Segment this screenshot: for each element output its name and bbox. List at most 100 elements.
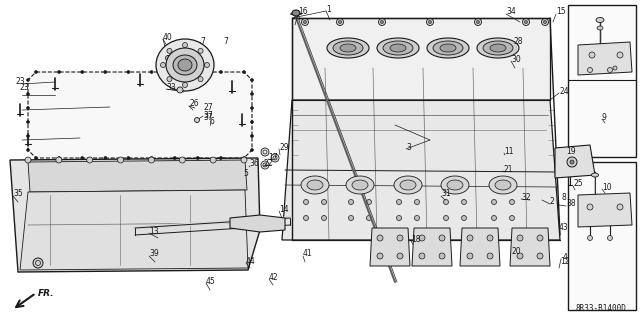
Circle shape (35, 70, 38, 73)
Text: 39: 39 (149, 249, 159, 258)
Circle shape (150, 157, 153, 160)
Circle shape (487, 235, 493, 241)
Circle shape (86, 157, 93, 163)
Circle shape (617, 204, 623, 210)
Text: 11: 11 (504, 146, 513, 155)
Text: 8: 8 (562, 192, 567, 202)
Polygon shape (412, 228, 452, 266)
Ellipse shape (489, 176, 517, 194)
Text: 9: 9 (602, 113, 607, 122)
Polygon shape (460, 228, 500, 266)
Circle shape (397, 235, 403, 241)
Circle shape (617, 52, 623, 58)
Circle shape (220, 70, 222, 73)
Circle shape (587, 204, 593, 210)
Circle shape (367, 216, 371, 220)
Circle shape (250, 93, 253, 95)
Text: 15: 15 (556, 8, 566, 17)
Circle shape (104, 157, 107, 160)
Ellipse shape (490, 44, 506, 52)
Bar (439, 195, 471, 225)
Circle shape (613, 66, 617, 70)
Circle shape (26, 93, 29, 95)
Text: 34: 34 (506, 8, 516, 17)
Bar (299, 195, 331, 225)
Text: 27: 27 (203, 102, 212, 112)
Circle shape (349, 216, 353, 220)
Circle shape (477, 20, 479, 24)
Text: 30: 30 (511, 55, 521, 63)
Ellipse shape (447, 180, 463, 190)
Ellipse shape (327, 38, 369, 58)
Text: 38: 38 (566, 199, 575, 209)
Circle shape (271, 154, 279, 162)
Circle shape (250, 107, 253, 109)
Text: 14: 14 (279, 204, 289, 213)
Circle shape (150, 70, 153, 73)
Ellipse shape (477, 38, 519, 58)
Text: 20: 20 (511, 247, 520, 256)
Circle shape (509, 199, 515, 204)
Polygon shape (10, 158, 260, 272)
Circle shape (303, 216, 308, 220)
Circle shape (339, 20, 342, 24)
Circle shape (182, 83, 188, 87)
Text: 37: 37 (203, 112, 212, 121)
Polygon shape (370, 228, 410, 266)
Polygon shape (555, 145, 595, 178)
Ellipse shape (307, 180, 323, 190)
Circle shape (182, 42, 188, 48)
Text: 23: 23 (19, 83, 29, 92)
Text: 44: 44 (246, 256, 256, 265)
Text: 12: 12 (560, 256, 570, 265)
Text: 25: 25 (573, 180, 582, 189)
Circle shape (589, 52, 595, 58)
Circle shape (377, 235, 383, 241)
Polygon shape (578, 193, 632, 227)
Circle shape (517, 253, 523, 259)
Circle shape (467, 253, 473, 259)
Circle shape (26, 135, 29, 137)
Ellipse shape (340, 44, 356, 52)
Bar (487, 195, 519, 225)
Text: 4: 4 (563, 253, 568, 262)
Ellipse shape (394, 176, 422, 194)
Text: 26: 26 (189, 100, 198, 108)
Text: 37: 37 (203, 113, 212, 122)
Circle shape (35, 157, 38, 160)
Circle shape (474, 19, 481, 26)
Text: 36: 36 (249, 160, 259, 168)
Circle shape (161, 63, 166, 68)
Circle shape (570, 160, 574, 164)
Text: 43: 43 (559, 222, 569, 232)
Circle shape (220, 157, 222, 160)
Circle shape (196, 70, 199, 73)
Bar (568, 5, 636, 157)
Circle shape (419, 235, 425, 241)
Circle shape (415, 216, 419, 220)
Ellipse shape (301, 176, 329, 194)
Circle shape (196, 157, 199, 160)
Circle shape (522, 19, 529, 26)
Text: 31: 31 (441, 189, 451, 198)
Ellipse shape (597, 26, 603, 30)
Circle shape (588, 235, 593, 241)
Circle shape (205, 63, 209, 68)
Circle shape (210, 157, 216, 163)
Circle shape (127, 70, 130, 73)
Bar (568, 162, 636, 310)
Text: 29: 29 (279, 143, 289, 152)
Circle shape (173, 157, 176, 160)
Circle shape (104, 70, 107, 73)
Circle shape (439, 235, 445, 241)
Text: 23: 23 (15, 78, 24, 86)
Circle shape (321, 216, 326, 220)
Ellipse shape (156, 39, 214, 91)
Circle shape (250, 135, 253, 137)
Circle shape (367, 199, 371, 204)
Text: 45: 45 (206, 277, 216, 286)
Text: 33: 33 (166, 83, 176, 92)
Circle shape (198, 48, 203, 53)
Ellipse shape (495, 180, 511, 190)
Circle shape (25, 157, 31, 163)
